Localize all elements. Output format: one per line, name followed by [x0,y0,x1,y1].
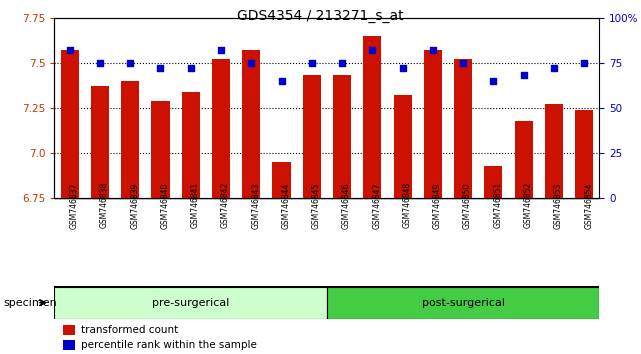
Point [125,60,135,66]
Bar [515,121,533,198]
Bar [394,95,412,198]
Point [306,60,317,66]
Bar [63,340,74,350]
Bar [63,325,74,335]
Text: specimen: specimen [3,298,57,308]
Text: percentile rank within the sample: percentile rank within the sample [81,340,256,350]
Point [186,65,196,71]
Point [65,47,75,53]
Bar [181,92,200,198]
Bar [121,81,139,198]
Point [246,60,256,66]
Point [549,65,559,71]
Bar [272,162,290,198]
Bar [454,59,472,198]
Bar [485,166,503,198]
Text: GSM746845: GSM746845 [312,182,320,229]
Point [95,60,105,66]
Text: GSM746851: GSM746851 [494,182,503,228]
Bar [91,86,109,198]
Text: GSM746839: GSM746839 [130,182,139,229]
Point [337,60,347,66]
Text: GSM746852: GSM746852 [524,182,533,228]
Bar [363,36,381,198]
Text: GSM746849: GSM746849 [433,182,442,229]
Text: GSM746840: GSM746840 [160,182,169,229]
Point [216,47,226,53]
Point [428,47,438,53]
Text: GSM746837: GSM746837 [70,182,79,229]
Point [519,73,529,78]
Bar [303,75,321,198]
Text: GSM746854: GSM746854 [584,182,593,229]
Text: transformed count: transformed count [81,325,178,335]
Bar [54,287,327,319]
Bar [327,287,599,319]
Text: pre-surgerical: pre-surgerical [152,298,229,308]
Point [397,65,408,71]
Point [367,47,378,53]
Bar [424,50,442,198]
Text: GDS4354 / 213271_s_at: GDS4354 / 213271_s_at [237,9,404,23]
Point [579,60,589,66]
Bar [333,75,351,198]
Bar [545,104,563,198]
Point [458,60,469,66]
Point [155,65,165,71]
Bar [242,50,260,198]
Text: post-surgerical: post-surgerical [422,298,504,308]
Bar [151,101,169,198]
Text: GSM746842: GSM746842 [221,182,230,228]
Text: GSM746846: GSM746846 [342,182,351,229]
Text: GSM746848: GSM746848 [403,182,412,228]
Bar [212,59,230,198]
Text: GSM746838: GSM746838 [100,182,109,228]
Point [488,78,499,84]
Text: GSM746850: GSM746850 [463,182,472,229]
Text: GSM746847: GSM746847 [372,182,381,229]
Point [276,78,287,84]
Text: GSM746844: GSM746844 [281,182,290,229]
Text: GSM746843: GSM746843 [251,182,260,229]
Bar [575,110,594,198]
Text: GSM746853: GSM746853 [554,182,563,229]
Bar [60,50,79,198]
Text: GSM746841: GSM746841 [191,182,200,228]
